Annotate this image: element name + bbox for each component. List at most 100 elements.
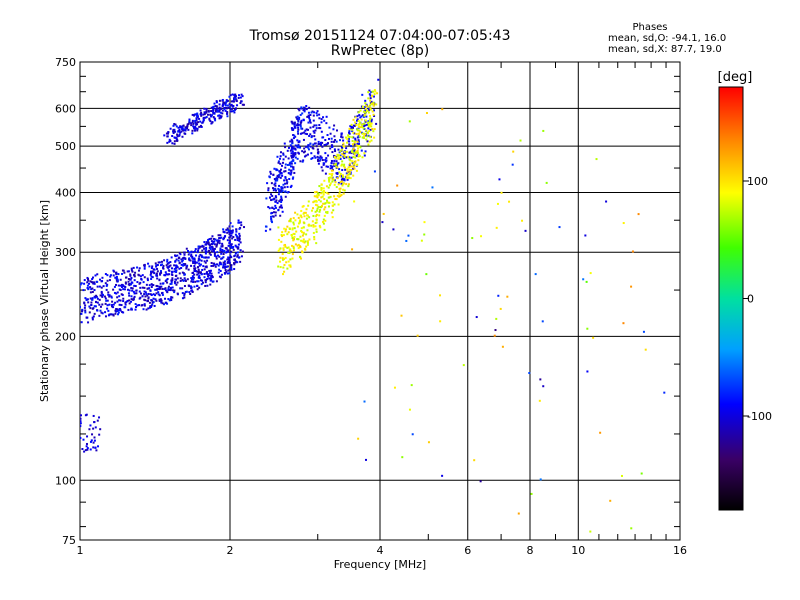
data-point [173, 130, 176, 133]
data-point [366, 135, 369, 138]
data-point [302, 138, 305, 141]
data-point [357, 136, 360, 139]
data-point [355, 132, 358, 135]
data-point [312, 130, 315, 133]
data-point [309, 145, 312, 148]
data-point [208, 249, 211, 252]
data-point [170, 280, 173, 283]
data-point [289, 144, 292, 147]
data-point [206, 259, 209, 262]
data-point [512, 150, 515, 153]
stats-line-o: mean, sd,O: -94.1, 16.0 [608, 33, 726, 44]
data-point [113, 270, 116, 273]
data-point [301, 240, 304, 243]
data-point [354, 156, 357, 159]
data-point [356, 118, 359, 121]
data-point [166, 291, 169, 294]
data-point [304, 129, 307, 132]
data-point [134, 271, 137, 274]
data-point [158, 279, 161, 282]
data-point [209, 269, 212, 272]
data-point [158, 298, 161, 301]
data-point [204, 261, 207, 264]
data-point [279, 151, 282, 154]
data-point [305, 133, 308, 136]
data-point [152, 297, 155, 300]
data-point [299, 245, 302, 248]
data-point [184, 257, 187, 260]
data-point [190, 280, 193, 283]
data-point [163, 274, 166, 277]
data-point [238, 239, 241, 242]
data-point [220, 250, 223, 253]
data-point [279, 260, 282, 263]
data-point [370, 118, 373, 121]
data-point [319, 158, 322, 161]
data-point [231, 246, 234, 249]
data-point [210, 261, 213, 264]
data-point [142, 308, 145, 311]
data-point [302, 231, 305, 234]
data-point [152, 301, 155, 304]
data-point [327, 137, 330, 140]
data-point [224, 266, 227, 269]
data-point [294, 211, 297, 214]
data-point [356, 115, 359, 118]
data-point [346, 170, 349, 173]
data-point [203, 111, 206, 114]
data-point [96, 280, 99, 283]
data-point [204, 279, 207, 282]
data-point [351, 139, 354, 142]
data-point [281, 231, 284, 234]
data-point [181, 257, 184, 260]
data-point [222, 263, 225, 266]
data-point [282, 234, 285, 237]
data-point [326, 211, 329, 214]
data-point [279, 172, 282, 175]
data-point [274, 200, 277, 203]
data-point [306, 153, 309, 156]
data-point [330, 137, 333, 140]
data-point [353, 151, 356, 154]
data-point [192, 278, 195, 281]
data-point [324, 160, 327, 163]
data-point [319, 209, 322, 212]
data-point [120, 286, 123, 289]
data-point [143, 290, 146, 293]
data-point [161, 293, 164, 296]
data-point [160, 301, 163, 304]
data-point [286, 233, 289, 236]
data-point [131, 270, 134, 273]
data-point [524, 229, 527, 232]
data-point [215, 245, 218, 248]
data-point [340, 178, 343, 181]
data-point [358, 135, 361, 138]
data-point [121, 283, 124, 286]
data-point [292, 168, 295, 171]
data-point [195, 270, 198, 273]
data-point [496, 202, 499, 205]
data-point [172, 132, 175, 135]
data-point [273, 207, 276, 210]
data-point [282, 266, 285, 269]
data-point [155, 272, 158, 275]
data-point [439, 320, 442, 323]
data-point [202, 113, 205, 116]
data-point [281, 174, 284, 177]
data-point [134, 285, 137, 288]
data-point [471, 237, 474, 240]
data-point [640, 472, 643, 475]
data-point [210, 240, 213, 243]
data-point [339, 157, 342, 160]
data-point [370, 102, 373, 105]
data-point [182, 279, 185, 282]
data-point [194, 121, 197, 124]
data-point [120, 304, 123, 307]
data-point [364, 99, 367, 102]
data-point [381, 221, 384, 224]
data-point [139, 296, 142, 299]
data-point [340, 193, 343, 196]
data-point [312, 224, 315, 227]
data-point [345, 175, 348, 178]
data-point [340, 133, 343, 136]
